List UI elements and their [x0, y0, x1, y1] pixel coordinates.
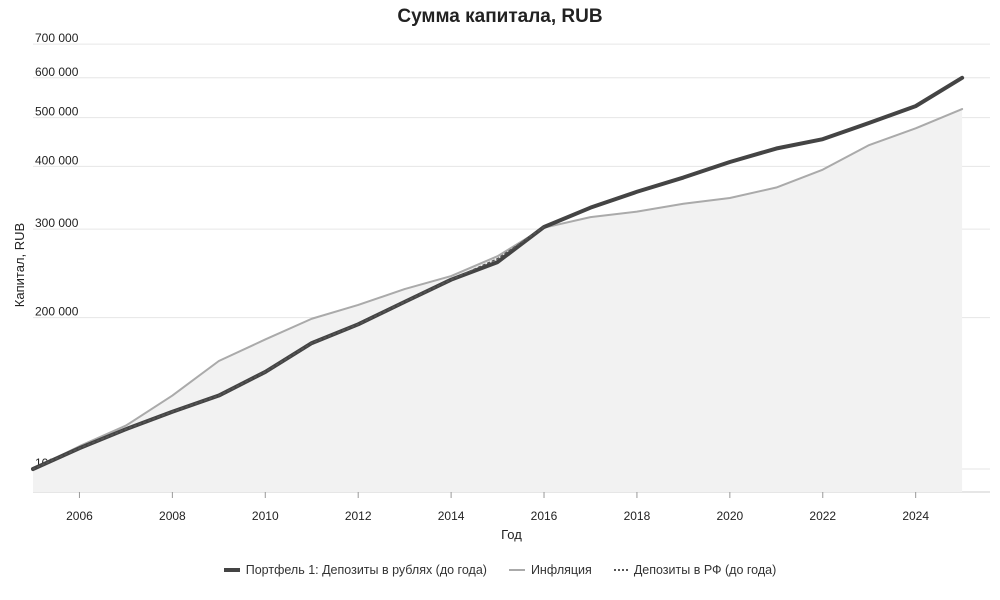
- x-tick-label: 2020: [716, 509, 743, 523]
- series-line-1: [32, 108, 964, 470]
- x-tick-label: 2022: [809, 509, 836, 523]
- y-tick-label: 700 000: [35, 31, 79, 45]
- x-axis-title: Год: [501, 527, 522, 542]
- chart-title: Сумма капитала, RUB: [397, 6, 603, 27]
- x-tick-label: 2018: [624, 509, 651, 523]
- x-tick-label: 2010: [252, 509, 279, 523]
- series-line-2: [32, 226, 545, 470]
- y-axis-title: Капитал, RUB: [12, 223, 27, 307]
- x-tick-label: 2016: [531, 509, 558, 523]
- x-tick-label: 2006: [66, 509, 93, 523]
- legend-swatch-inflation: [508, 569, 525, 571]
- y-tick-label: 200 000: [35, 305, 79, 319]
- inflation-area: [33, 109, 963, 493]
- legend-label-inflation: Инфляция: [530, 563, 592, 577]
- x-tick-label: 2014: [438, 509, 465, 523]
- y-tick-label: 300 000: [35, 216, 79, 230]
- chart-legend: Портфель 1: Депозиты в рублях (до года) …: [0, 563, 1000, 577]
- y-tick-label: 600 000: [35, 65, 79, 79]
- legend-item-portfolio[interactable]: Портфель 1: Депозиты в рублях (до года): [223, 563, 487, 577]
- x-tick-label: 2012: [345, 509, 372, 523]
- y-tick-label: 500 000: [35, 105, 79, 119]
- legend-label-portfolio: Портфель 1: Депозиты в рублях (до года): [245, 563, 487, 577]
- x-tick-label: 2024: [902, 509, 929, 523]
- x-tick-label: 2008: [159, 509, 186, 523]
- legend-item-inflation[interactable]: Инфляция: [508, 563, 592, 577]
- legend-swatch-portfolio: [223, 568, 240, 572]
- legend-swatch-deposits: [613, 569, 628, 571]
- legend-label-deposits: Депозиты в РФ (до года): [633, 563, 777, 577]
- legend-item-deposits[interactable]: Депозиты в РФ (до года): [613, 563, 777, 577]
- y-tick-label: 400 000: [35, 153, 79, 167]
